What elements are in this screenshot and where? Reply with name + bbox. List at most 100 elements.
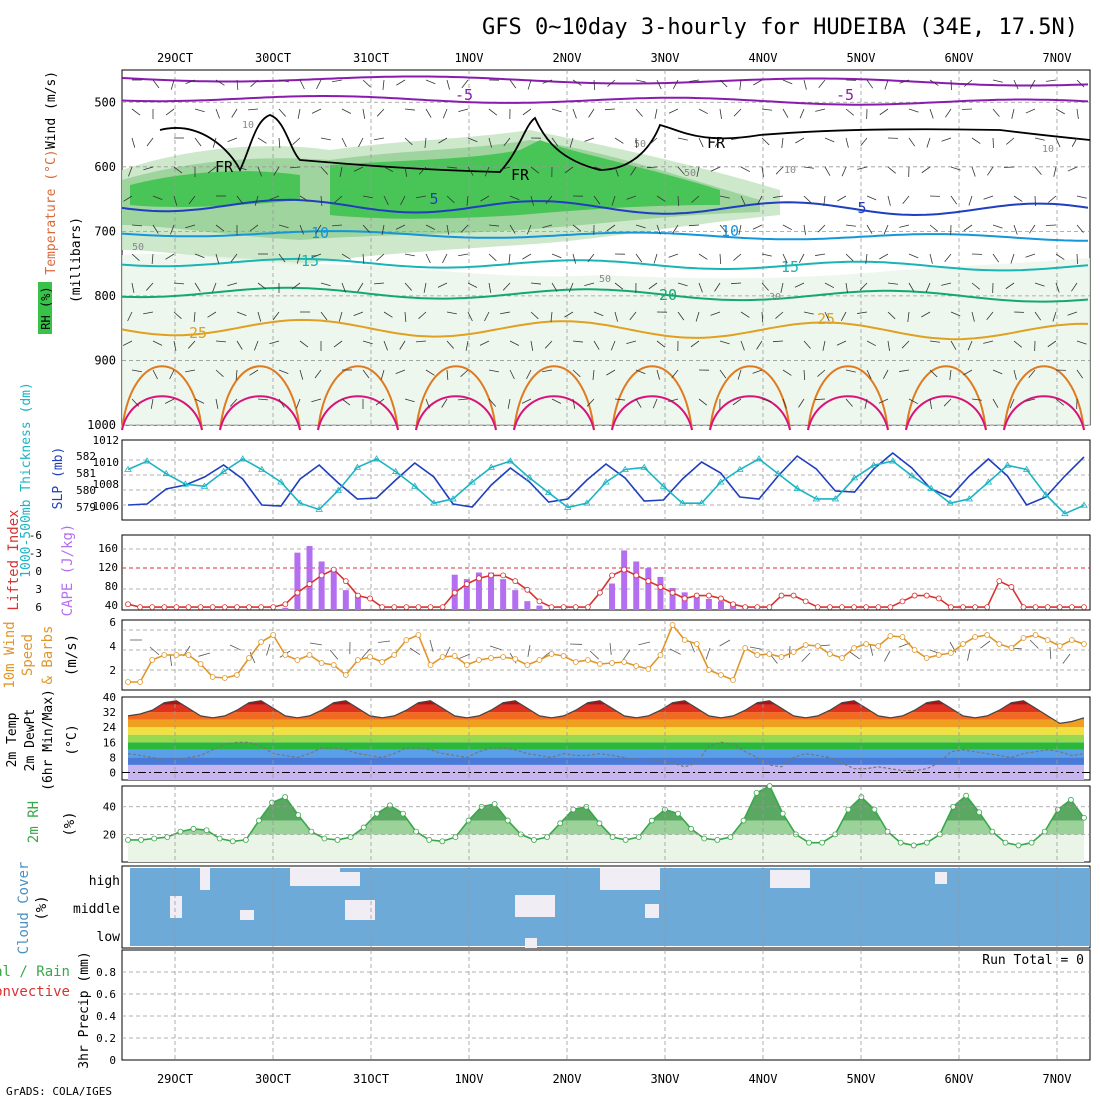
wind10m-line-point xyxy=(1069,638,1074,643)
rh2m-line-point xyxy=(977,810,982,815)
contour-label-13: FR xyxy=(707,134,726,152)
rh2m-line-point xyxy=(217,836,222,841)
temp-ytick-8: 8 xyxy=(109,751,116,764)
panel-frame-2 xyxy=(122,535,1090,610)
contour-label-17: 30 xyxy=(769,292,781,303)
date-label-top-5NOV: 5NOV xyxy=(847,51,876,65)
wind10m-line-point xyxy=(440,655,445,660)
wind10m-line-point xyxy=(198,662,203,667)
lifted-index-line-point xyxy=(295,590,300,595)
lifted-index-line-point xyxy=(912,593,917,598)
lifted-index-line-point xyxy=(597,590,602,595)
lifted-index-line-point xyxy=(150,605,155,610)
cloud-ylabel-1: Cloud Cover xyxy=(16,862,32,955)
wind10m-line-point xyxy=(827,652,832,657)
wind10m-line-point xyxy=(162,653,167,658)
lifted-index-line-point xyxy=(561,605,566,610)
date-label-bottom-5NOV: 5NOV xyxy=(847,1072,876,1086)
contour-label-20: 10 xyxy=(1042,144,1054,155)
date-label-bottom-1NOV: 1NOV xyxy=(455,1072,484,1086)
lifted-index-line-point xyxy=(864,605,869,610)
lifted-index-line-point xyxy=(973,605,978,610)
chart-title: GFS 0~10day 3-hourly for HUDEIBA (34E, 1… xyxy=(482,15,1078,40)
cloud-level-low: low xyxy=(97,930,121,945)
rh2m-line-point xyxy=(401,811,406,816)
precip-ytick-0.2: 0.2 xyxy=(96,1032,116,1045)
wind10m-line-point xyxy=(416,633,421,638)
panel-frame-3 xyxy=(122,620,1090,690)
wind10m-line-point xyxy=(368,655,373,660)
temp-band-1 xyxy=(122,757,1090,765)
cloud-gap-0 xyxy=(200,868,210,890)
cloud-gap-11 xyxy=(645,904,659,918)
wind10m-line-point xyxy=(1021,636,1026,641)
wind10m-line-point xyxy=(1045,638,1050,643)
date-label-bottom-3NOV: 3NOV xyxy=(651,1072,680,1086)
rh2m-line-point xyxy=(270,800,275,805)
contour-label-21: 50 xyxy=(634,139,646,150)
contour-label-14: 10 xyxy=(242,120,254,131)
lifted-index-line-point xyxy=(888,605,893,610)
rh2m-line-point xyxy=(990,829,995,834)
contour-label-9: 25 xyxy=(189,324,207,342)
contour-label-0: -5 xyxy=(455,86,473,104)
run-total-label: Run Total = 0 xyxy=(982,953,1084,968)
rh2m-line-point xyxy=(702,836,707,841)
cape-bar xyxy=(718,601,724,610)
rh2m-line-point xyxy=(505,818,510,823)
wind-ylabel-3: & Barbs xyxy=(40,625,56,684)
cloud-gap-9 xyxy=(525,938,537,948)
lifted-index-line-point xyxy=(839,605,844,610)
wind10m-line-point xyxy=(864,642,869,647)
contour-label-6: 15 xyxy=(301,252,319,270)
wind10m-line-point xyxy=(210,675,215,680)
date-label-top-1NOV: 1NOV xyxy=(455,51,484,65)
wind-barb xyxy=(1004,167,1014,168)
wind10m-line-point xyxy=(779,655,784,660)
wind10m-line-point xyxy=(876,644,881,649)
rh-ytick-40: 40 xyxy=(103,801,116,814)
wind10m-line-point xyxy=(464,663,469,668)
rh2m-line-point xyxy=(872,807,877,812)
wind10m-line-point xyxy=(718,673,723,678)
rh2m-line-point xyxy=(715,837,720,842)
wind10m-line-point xyxy=(392,653,397,658)
rh2m-line-point xyxy=(466,818,471,823)
lifted-index-line-point xyxy=(162,605,167,610)
wind10m-line-point xyxy=(646,667,651,672)
cape-bar xyxy=(694,597,700,610)
precip-ytick-0.6: 0.6 xyxy=(96,988,116,1001)
wind-ytick-4: 4 xyxy=(109,640,116,653)
wind10m-line-point xyxy=(694,642,699,647)
cape-bar xyxy=(294,553,300,610)
wind10m-line-point xyxy=(476,658,481,663)
lifted-index-line-point xyxy=(997,579,1002,584)
wind10m-line-point xyxy=(658,653,663,658)
lifted-index-line-point xyxy=(948,605,953,610)
lifted-index-line-point xyxy=(779,593,784,598)
rh2m-line-point xyxy=(623,837,628,842)
rh2m-line-point xyxy=(256,818,261,823)
contour-label-11: FR xyxy=(215,158,234,176)
lifted-index-line-point xyxy=(222,605,227,610)
lifted-index-line-point xyxy=(634,573,639,578)
rh2m-line-point xyxy=(531,837,536,842)
wind10m-line-point xyxy=(549,652,554,657)
wind10m-line-point xyxy=(150,658,155,663)
date-label-bottom-31OCT: 31OCT xyxy=(353,1072,389,1086)
cape-bar xyxy=(331,568,337,610)
panel-frame-1 xyxy=(122,440,1090,520)
temp-ytick-40: 40 xyxy=(103,691,116,704)
temp-ytick-24: 24 xyxy=(103,721,117,734)
lifted-index-line-point xyxy=(1082,605,1087,610)
wind-ylabel-2: Speed xyxy=(20,634,36,676)
lifted-index-line-point xyxy=(380,605,385,610)
lifted-index-line-point xyxy=(815,605,820,610)
wind10m-line-point xyxy=(428,663,433,668)
lifted-index-line-point xyxy=(210,605,215,610)
wind10m-line-point xyxy=(803,643,808,648)
lifted-index-line-point xyxy=(924,593,929,598)
li-ytick-4: 6 xyxy=(35,601,42,614)
precip-ytick-0.8: 0.8 xyxy=(96,966,116,979)
